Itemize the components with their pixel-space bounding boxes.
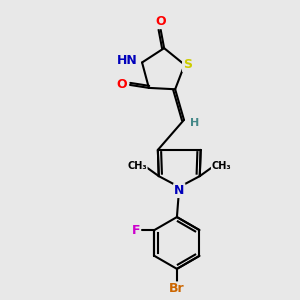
Text: O: O xyxy=(116,78,127,92)
Text: N: N xyxy=(174,184,184,197)
Text: O: O xyxy=(155,15,166,28)
Text: HN: HN xyxy=(117,54,138,67)
Text: S: S xyxy=(183,58,192,71)
Text: CH₃: CH₃ xyxy=(212,160,231,170)
Text: F: F xyxy=(131,224,140,236)
Text: CH₃: CH₃ xyxy=(127,160,147,170)
Text: H: H xyxy=(190,118,199,128)
Text: Br: Br xyxy=(169,282,185,296)
